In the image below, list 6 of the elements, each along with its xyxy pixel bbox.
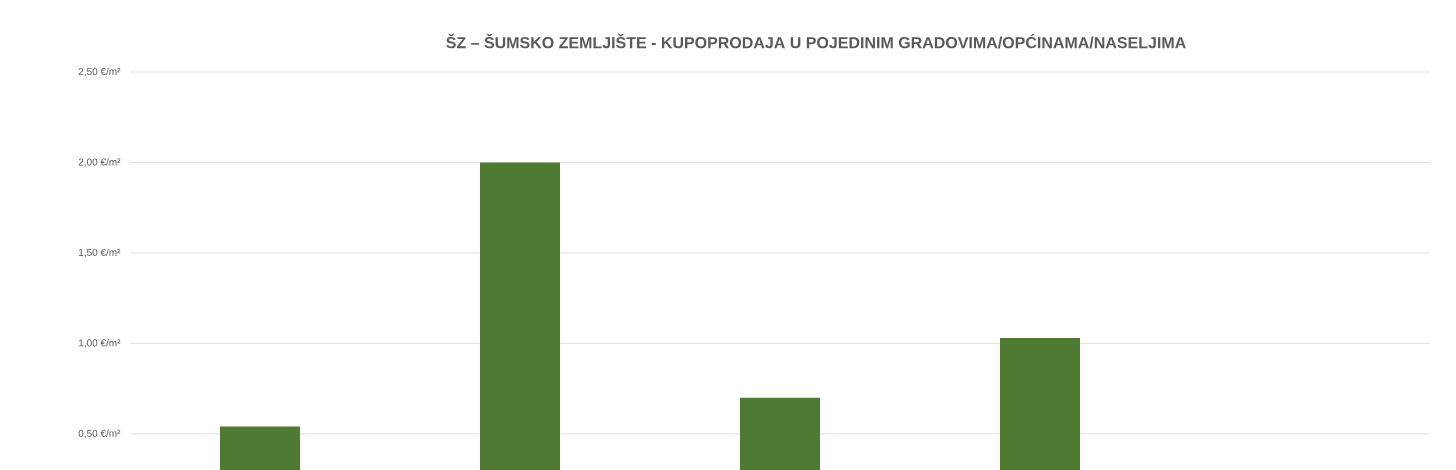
chart-title: ŠZ – ŠUMSKO ZEMLJIŠTE - KUPOPRODAJA U POJEDINIM GRADOVIMA/OPĆINAMA/NASELJIMA (446, 33, 1186, 49)
y-tick-label: 2,50 €/m² (78, 67, 121, 77)
y-tick-label: 0,50 €/m² (78, 429, 121, 439)
y-tick-label: 2,00 €/m² (78, 158, 121, 167)
y-tick-label: 1,50 €/m² (79, 248, 121, 258)
y-tick-label: 1,00 €/m² (79, 339, 121, 348)
